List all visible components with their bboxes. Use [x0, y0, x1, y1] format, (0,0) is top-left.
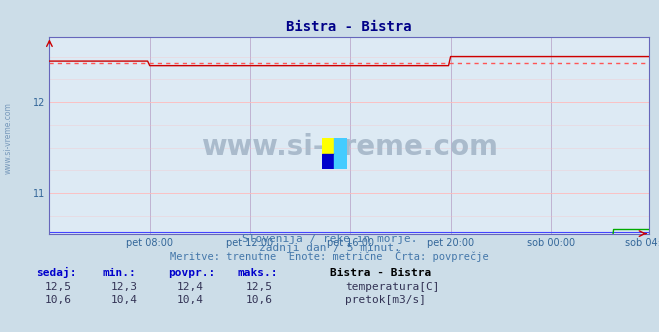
- Text: sedaj:: sedaj:: [36, 267, 76, 278]
- Text: 12,4: 12,4: [177, 282, 203, 291]
- Bar: [322, 138, 334, 153]
- Text: www.si-vreme.com: www.si-vreme.com: [201, 133, 498, 161]
- Text: 10,6: 10,6: [246, 295, 272, 305]
- Text: temperatura[C]: temperatura[C]: [345, 282, 440, 291]
- Text: Bistra - Bistra: Bistra - Bistra: [330, 268, 431, 278]
- Text: zadnji dan / 5 minut.: zadnji dan / 5 minut.: [258, 243, 401, 253]
- Text: 12,5: 12,5: [246, 282, 272, 291]
- Title: Bistra - Bistra: Bistra - Bistra: [287, 20, 412, 34]
- Text: 10,4: 10,4: [177, 295, 203, 305]
- Text: 12,3: 12,3: [111, 282, 137, 291]
- Bar: [334, 138, 347, 153]
- Bar: [322, 153, 334, 169]
- Text: www.si-vreme.com: www.si-vreme.com: [3, 102, 13, 174]
- Text: Meritve: trenutne  Enote: metrične  Črta: povprečje: Meritve: trenutne Enote: metrične Črta: …: [170, 250, 489, 262]
- Bar: [334, 153, 347, 169]
- Text: 10,4: 10,4: [111, 295, 137, 305]
- Text: 10,6: 10,6: [45, 295, 71, 305]
- Text: 12,5: 12,5: [45, 282, 71, 291]
- Text: maks.:: maks.:: [237, 268, 277, 278]
- Text: povpr.:: povpr.:: [168, 268, 215, 278]
- Text: pretok[m3/s]: pretok[m3/s]: [345, 295, 426, 305]
- Text: Slovenija / reke in morje.: Slovenija / reke in morje.: [242, 234, 417, 244]
- Text: min.:: min.:: [102, 268, 136, 278]
